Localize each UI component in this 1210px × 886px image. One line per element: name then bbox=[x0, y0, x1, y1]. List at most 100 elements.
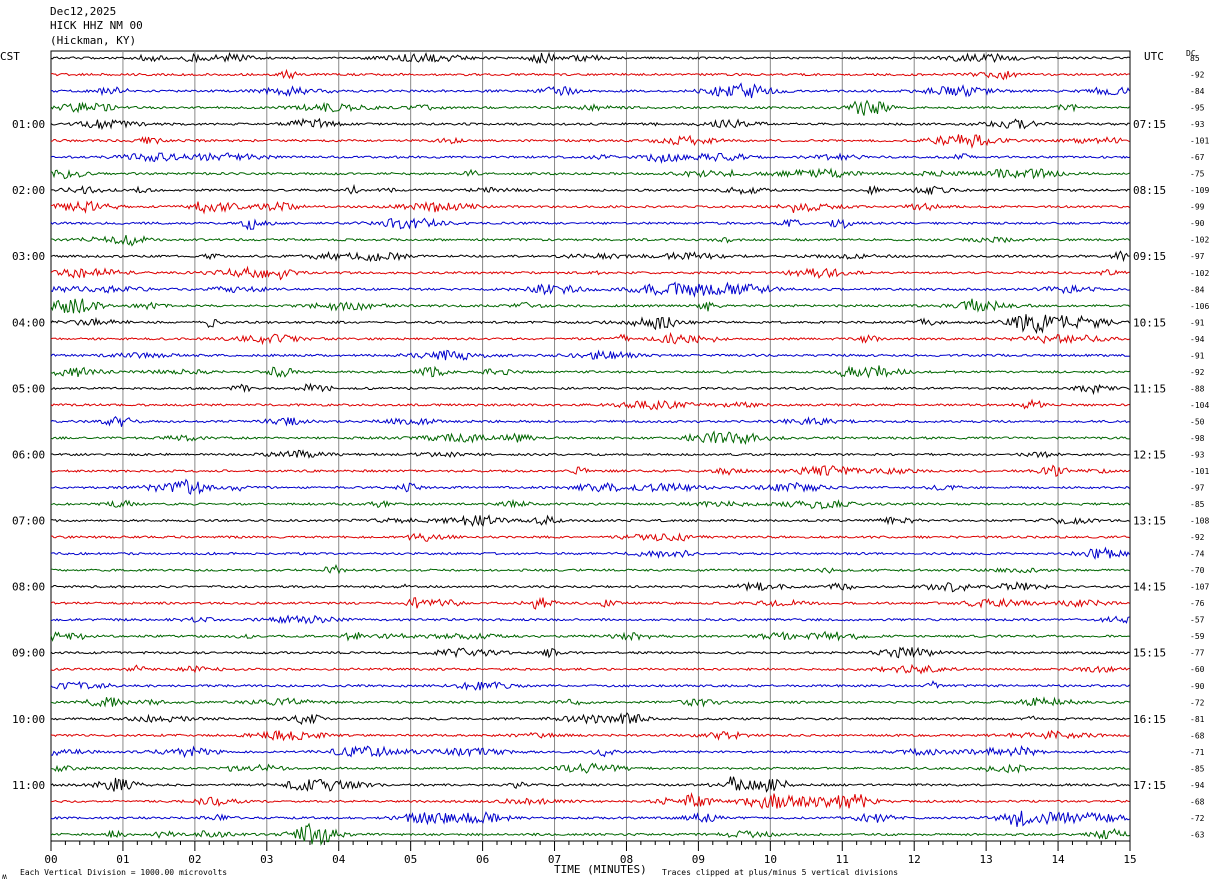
right-hour-label: 16:15 bbox=[1133, 713, 1166, 726]
right-timezone-label: UTC bbox=[1144, 50, 1164, 63]
seismic-trace bbox=[50, 680, 1130, 691]
seismic-trace bbox=[50, 382, 1130, 396]
dc-offset-label: -94 bbox=[1190, 335, 1205, 344]
right-hour-label: 17:15 bbox=[1133, 779, 1166, 792]
seismic-trace bbox=[50, 183, 1130, 196]
clip-note: Traces clipped at plus/minus 5 vertical … bbox=[662, 868, 899, 877]
seismic-trace bbox=[50, 478, 1130, 495]
right-hour-label: 07:15 bbox=[1133, 118, 1166, 131]
seismic-trace bbox=[50, 217, 1130, 231]
dc-offset-label: -57 bbox=[1190, 616, 1205, 625]
seismic-trace bbox=[50, 663, 1130, 675]
seismic-trace bbox=[50, 265, 1130, 281]
dc-offset-label: -101 bbox=[1190, 137, 1209, 146]
seismic-trace bbox=[50, 498, 1130, 510]
x-tick-label: 14 bbox=[1051, 853, 1065, 866]
dc-offset-label: -84 bbox=[1190, 285, 1205, 294]
dc-offset-label: -92 bbox=[1190, 533, 1205, 542]
seismic-trace bbox=[50, 200, 1130, 215]
left-timezone-label: CST bbox=[0, 50, 20, 63]
seismic-trace bbox=[50, 416, 1130, 427]
seismic-trace bbox=[50, 349, 1130, 361]
seismic-trace bbox=[50, 546, 1130, 560]
seismic-trace bbox=[50, 51, 1130, 65]
dc-offset-label: -101 bbox=[1190, 467, 1209, 476]
dc-offset-label: -99 bbox=[1190, 203, 1205, 212]
seismic-trace bbox=[50, 99, 1130, 116]
seismic-trace bbox=[50, 614, 1130, 625]
seismic-trace bbox=[50, 117, 1130, 131]
seismic-trace bbox=[50, 250, 1130, 263]
dc-offset-label: -91 bbox=[1190, 318, 1205, 327]
dc-offset-label: -67 bbox=[1190, 153, 1205, 162]
seismic-trace bbox=[50, 464, 1130, 477]
left-hour-label: 05:00 bbox=[12, 382, 45, 395]
dc-offset-header: DC bbox=[1186, 49, 1196, 58]
left-hour-label: 10:00 bbox=[12, 713, 45, 726]
right-hour-label: 08:15 bbox=[1133, 184, 1166, 197]
dc-offset-label: -74 bbox=[1190, 550, 1205, 559]
left-hour-label: 01:00 bbox=[12, 118, 45, 131]
plot-date: Dec12,2025 bbox=[50, 5, 117, 18]
x-tick-label: 12 bbox=[908, 853, 921, 866]
dc-offset-label: -72 bbox=[1190, 814, 1205, 823]
dc-offset-label: -107 bbox=[1190, 583, 1209, 592]
dc-offset-label: -70 bbox=[1190, 566, 1205, 575]
left-hour-label: 09:00 bbox=[12, 647, 45, 660]
x-tick-label: 15 bbox=[1123, 853, 1136, 866]
right-hour-label: 10:15 bbox=[1133, 316, 1166, 329]
station-location: (Hickman, KY) bbox=[50, 34, 137, 47]
seismic-trace bbox=[50, 810, 1130, 827]
seismic-trace bbox=[50, 134, 1130, 149]
dc-offset-label: -68 bbox=[1190, 731, 1205, 740]
seismic-trace bbox=[50, 152, 1130, 164]
seismic-trace bbox=[50, 762, 1130, 774]
seismic-trace bbox=[50, 581, 1130, 593]
x-tick-label: 11 bbox=[836, 853, 849, 866]
x-tick-label: 02 bbox=[188, 853, 201, 866]
seismic-trace bbox=[50, 792, 1130, 810]
right-hour-label: 14:15 bbox=[1133, 581, 1166, 594]
seismic-trace bbox=[50, 298, 1130, 314]
x-tick-label: 00 bbox=[44, 853, 57, 866]
seismic-trace bbox=[50, 712, 1130, 725]
seismic-trace bbox=[50, 532, 1130, 542]
seismic-trace bbox=[50, 365, 1130, 379]
seismic-trace bbox=[50, 281, 1130, 298]
dc-offset-label: -92 bbox=[1190, 368, 1205, 377]
dc-offset-label: -95 bbox=[1190, 104, 1205, 113]
seismic-trace bbox=[50, 449, 1130, 459]
dc-offset-label: -85 bbox=[1190, 764, 1205, 773]
seismic-trace bbox=[50, 729, 1130, 742]
right-hour-label: 15:15 bbox=[1133, 647, 1166, 660]
dc-offset-label: -90 bbox=[1190, 682, 1205, 691]
x-tick-label: 01 bbox=[116, 853, 129, 866]
right-hour-label: 12:15 bbox=[1133, 448, 1166, 461]
dc-offset-label: -50 bbox=[1190, 417, 1205, 426]
left-hour-label: 07:00 bbox=[12, 515, 45, 528]
dc-offset-label: -81 bbox=[1190, 715, 1205, 724]
left-hour-label: 04:00 bbox=[12, 316, 45, 329]
seismic-trace bbox=[50, 514, 1130, 528]
left-hour-label: 03:00 bbox=[12, 250, 45, 263]
x-tick-label: 07 bbox=[548, 853, 561, 866]
scale-note: Each Vertical Division = 1000.00 microvo… bbox=[20, 868, 228, 877]
dc-offset-label: -104 bbox=[1190, 401, 1209, 410]
seismic-trace bbox=[50, 314, 1130, 335]
seismic-trace bbox=[50, 696, 1130, 708]
dc-offset-label: -102 bbox=[1190, 269, 1209, 278]
seismic-trace bbox=[50, 564, 1130, 575]
right-hour-label: 09:15 bbox=[1133, 250, 1166, 263]
dc-offset-label: -63 bbox=[1190, 830, 1205, 839]
seismic-trace bbox=[50, 776, 1130, 793]
left-hour-label: 11:00 bbox=[12, 779, 45, 792]
x-tick-label: 10 bbox=[764, 853, 777, 866]
dc-offset-label: 85 bbox=[1190, 54, 1200, 63]
seismic-trace bbox=[50, 167, 1130, 180]
corner-mark: ʍ bbox=[2, 872, 7, 881]
x-axis-title: TIME (MINUTES) bbox=[554, 863, 647, 876]
dc-offset-label: -68 bbox=[1190, 797, 1205, 806]
seismic-trace bbox=[50, 822, 1130, 846]
x-tick-label: 05 bbox=[404, 853, 417, 866]
